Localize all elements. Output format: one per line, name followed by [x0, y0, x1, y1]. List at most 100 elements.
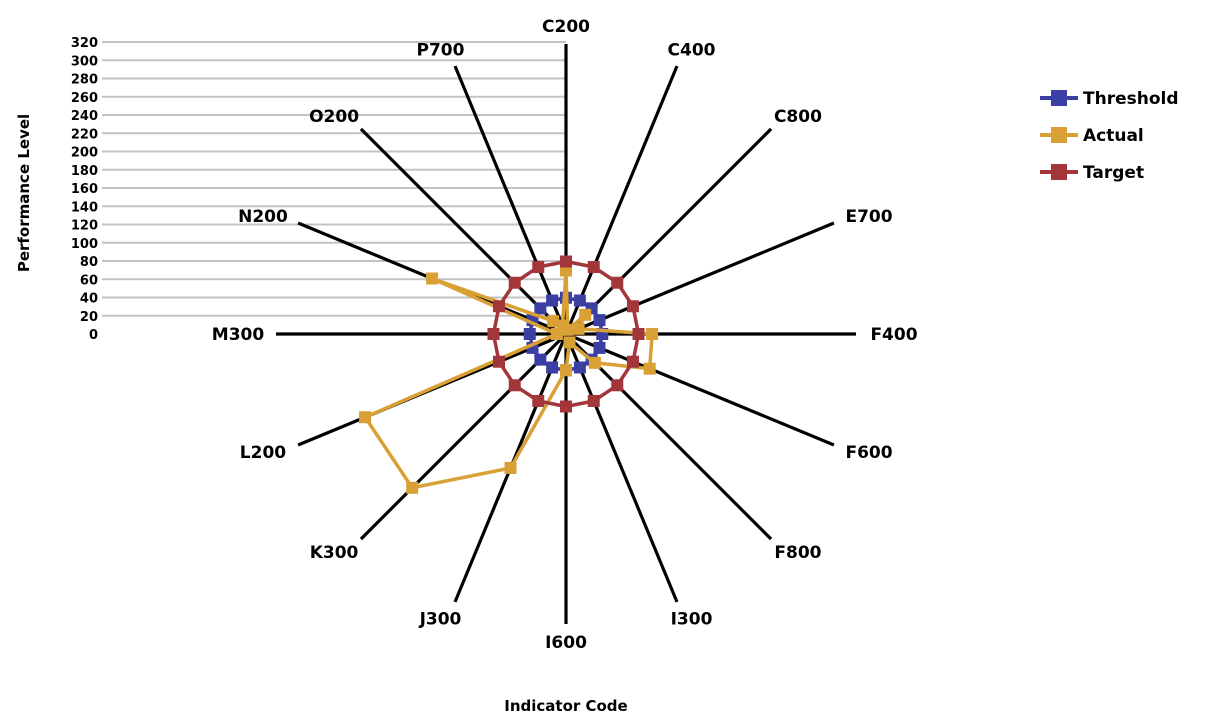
- r-tick-label: 80: [80, 255, 98, 270]
- category-label: E700: [845, 207, 892, 227]
- category-label: C800: [774, 107, 822, 127]
- data-point: [646, 328, 659, 340]
- data-point: [563, 336, 576, 349]
- data-point: [588, 356, 601, 369]
- x-axis-title: Indicator Code: [504, 697, 627, 715]
- category-labels: C200 C400 C800 E700 F400 F600 F800 I300 I600 J300…: [212, 17, 918, 653]
- r-tick-label: 260: [71, 91, 98, 106]
- r-tick-label: 120: [71, 219, 98, 234]
- data-point: [532, 261, 545, 274]
- r-tick-label: 320: [71, 36, 98, 51]
- spoke-axes: [276, 44, 856, 624]
- category-label: J300: [419, 610, 462, 630]
- legend-marker: [1051, 127, 1067, 143]
- series-actual: [359, 264, 659, 494]
- legend-item: Actual: [1040, 126, 1144, 146]
- data-point: [534, 302, 547, 315]
- data-point: [632, 328, 645, 340]
- legend-label: Target: [1083, 163, 1144, 183]
- data-point: [493, 355, 506, 368]
- data-point: [560, 364, 572, 377]
- data-point: [493, 300, 506, 313]
- r-tick-label: 180: [71, 164, 98, 179]
- data-point: [534, 353, 547, 366]
- data-point: [504, 461, 517, 474]
- category-label: C400: [668, 40, 716, 60]
- legend-item: Threshold: [1040, 89, 1179, 109]
- r-tick-label: 0: [89, 328, 98, 343]
- r-tick-label: 300: [71, 54, 98, 69]
- r-tick-label: 40: [80, 292, 98, 307]
- category-label: F800: [774, 543, 821, 563]
- spoke-K300: [359, 332, 568, 541]
- category-label: C200: [542, 17, 590, 37]
- r-tick-label: 240: [71, 109, 98, 124]
- legend-label: Actual: [1083, 126, 1144, 146]
- data-point: [560, 264, 572, 277]
- radial-gridlines: [102, 41, 566, 317]
- legend-item: Target: [1040, 163, 1144, 183]
- spoke-O200: [359, 127, 568, 336]
- data-point: [508, 379, 521, 392]
- data-point: [593, 314, 606, 327]
- data-point: [593, 341, 606, 354]
- r-tick-label: 160: [71, 182, 98, 197]
- category-label: I300: [671, 610, 713, 630]
- category-label: P700: [417, 40, 465, 60]
- spoke-F600: [565, 332, 835, 447]
- category-label: N200: [238, 207, 288, 227]
- y-axis-title: Performance Level: [15, 114, 33, 272]
- category-label: F400: [870, 325, 917, 345]
- data-point: [587, 261, 600, 274]
- category-label: L200: [240, 443, 286, 463]
- data-point: [426, 272, 439, 285]
- data-point: [611, 276, 624, 289]
- data-point: [523, 328, 536, 340]
- data-point: [587, 394, 600, 407]
- r-tick-label: 60: [80, 273, 98, 288]
- data-point: [359, 411, 372, 424]
- data-point: [508, 276, 521, 289]
- data-point: [626, 355, 639, 368]
- spoke-C800: [564, 127, 773, 336]
- data-point: [572, 322, 585, 335]
- data-point: [547, 315, 560, 328]
- category-label: F600: [845, 443, 892, 463]
- spoke-P700: [453, 65, 568, 335]
- data-point: [573, 361, 586, 374]
- r-tick-label: 280: [71, 73, 98, 88]
- legend-label: Threshold: [1083, 89, 1179, 109]
- category-label: O200: [309, 107, 359, 127]
- data-point: [560, 255, 572, 268]
- series-lines: [359, 255, 659, 494]
- category-label: I600: [545, 633, 587, 653]
- data-point: [626, 300, 639, 313]
- data-point: [556, 319, 569, 332]
- data-point: [487, 328, 500, 340]
- category-label: K300: [310, 543, 359, 563]
- r-tick-label: 220: [71, 127, 98, 142]
- data-point: [643, 362, 656, 375]
- legend-marker: [1051, 164, 1067, 180]
- legend: Threshold Actual Target: [1040, 89, 1179, 183]
- series-target: [487, 255, 645, 413]
- spoke-I300: [564, 333, 679, 603]
- r-tick-label: 100: [71, 237, 98, 252]
- radial-tick-labels: 0 20 40 60 80 100 120 140 160 180 200 220 240 260 280 3…: [71, 36, 98, 343]
- data-point: [560, 400, 572, 413]
- data-point: [573, 294, 586, 307]
- category-label: M300: [212, 325, 265, 345]
- data-point: [532, 394, 545, 407]
- data-point: [546, 361, 559, 374]
- data-point: [611, 379, 624, 392]
- r-tick-label: 200: [71, 146, 98, 161]
- r-tick-label: 20: [80, 310, 98, 325]
- data-point: [406, 481, 419, 494]
- legend-marker: [1051, 90, 1067, 106]
- data-point: [579, 308, 592, 321]
- spoke-C400: [564, 65, 679, 335]
- data-point: [546, 294, 559, 307]
- spoke-E700: [565, 221, 835, 336]
- r-tick-label: 140: [71, 200, 98, 215]
